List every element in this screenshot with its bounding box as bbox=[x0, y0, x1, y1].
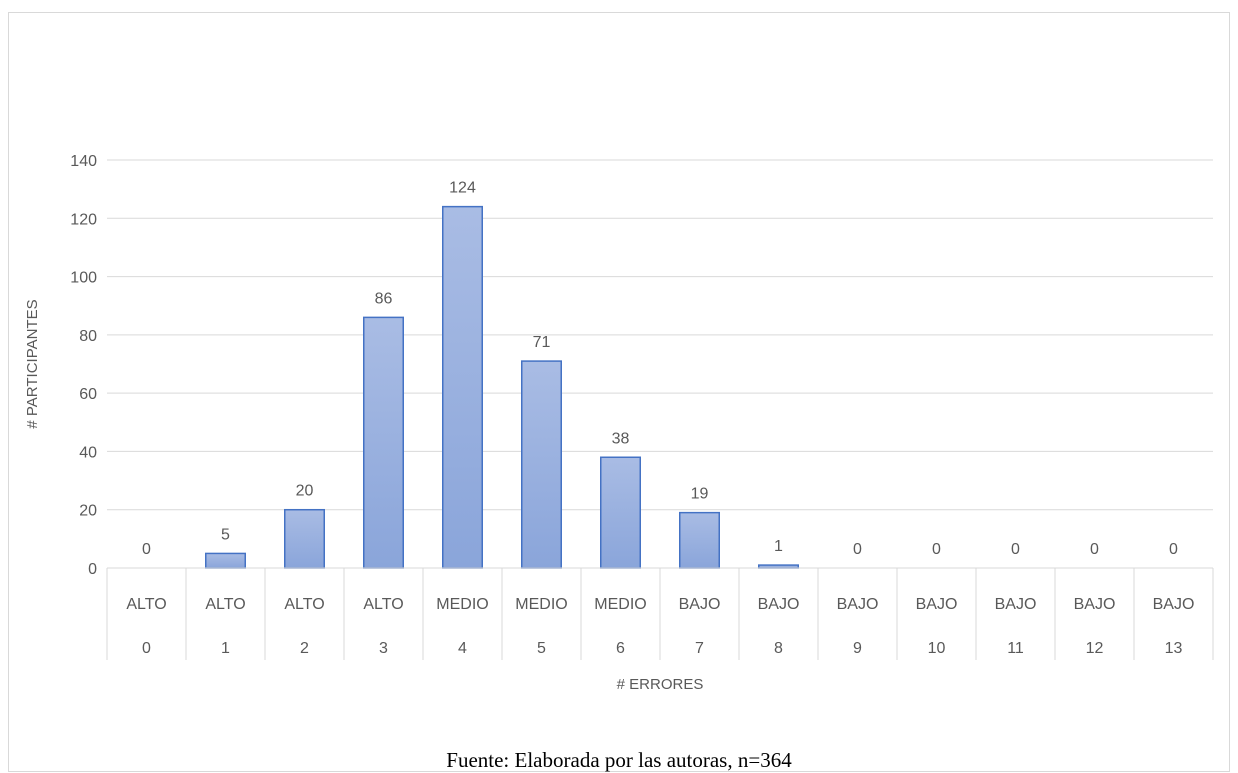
x-tick-label: 0 bbox=[142, 640, 151, 657]
x-tick-label: 10 bbox=[928, 640, 946, 657]
bar bbox=[284, 508, 325, 569]
x-tick-label: 12 bbox=[1086, 640, 1104, 657]
bar bbox=[600, 456, 641, 569]
gridlines bbox=[107, 159, 1213, 569]
x-tick-label: 3 bbox=[379, 640, 388, 657]
data-label: 0 bbox=[1011, 541, 1020, 558]
data-label: 0 bbox=[142, 541, 151, 558]
chart-frame bbox=[8, 12, 1230, 772]
data-label: 19 bbox=[691, 486, 709, 503]
x-level-label: ALTO bbox=[363, 596, 403, 613]
x-axis: ALTO 0 ALTO 1 ALTO 2 ALTO 3 MEDIO 4 MEDIO 5 MEDIO 6 BA… bbox=[106, 567, 1214, 660]
y-tick-label: 0 bbox=[88, 561, 97, 578]
x-level-label: MEDIO bbox=[515, 596, 567, 613]
data-label: 0 bbox=[1169, 541, 1178, 558]
x-level-label: BAJO bbox=[758, 596, 800, 613]
x-level-label: BAJO bbox=[916, 596, 958, 613]
x-tick-label: 4 bbox=[458, 640, 467, 657]
data-label: 20 bbox=[296, 483, 314, 500]
data-labels: 0 5 20 86 124 71 38 19 1 0 0 0 0 0 bbox=[142, 180, 1178, 558]
x-tick-label: 8 bbox=[774, 640, 783, 657]
x-level-label: BAJO bbox=[1153, 596, 1195, 613]
x-tick-label: 9 bbox=[853, 640, 862, 657]
data-label: 38 bbox=[612, 430, 630, 447]
y-tick-label: 140 bbox=[70, 153, 97, 170]
y-axis-title: # PARTICIPANTES bbox=[24, 299, 41, 428]
bar bbox=[205, 552, 246, 569]
x-level-label: BAJO bbox=[837, 596, 879, 613]
y-tick-label: 80 bbox=[79, 328, 97, 345]
x-level-label: BAJO bbox=[1074, 596, 1116, 613]
y-axis: 0 20 40 60 80 100 120 140 bbox=[70, 153, 97, 578]
x-level-label: ALTO bbox=[126, 596, 166, 613]
data-label: 124 bbox=[449, 180, 476, 197]
x-level-label: MEDIO bbox=[436, 596, 488, 613]
x-tick-label: 5 bbox=[537, 640, 546, 657]
bar bbox=[521, 360, 562, 569]
x-level-label: ALTO bbox=[284, 596, 324, 613]
bar bbox=[442, 205, 483, 569]
data-label: 5 bbox=[221, 526, 230, 543]
data-label: 0 bbox=[932, 541, 941, 558]
x-tick-label: 11 bbox=[1007, 640, 1024, 657]
x-level-label: ALTO bbox=[205, 596, 245, 613]
data-label: 0 bbox=[853, 541, 862, 558]
bars bbox=[205, 205, 799, 569]
bar bbox=[679, 511, 720, 569]
data-label: 71 bbox=[533, 334, 551, 351]
y-tick-label: 20 bbox=[79, 503, 97, 520]
source-note: Fuente: Elaborada por las autoras, n=364 bbox=[446, 748, 792, 772]
x-tick-label: 6 bbox=[616, 640, 625, 657]
y-tick-label: 40 bbox=[79, 444, 97, 461]
x-level-label: BAJO bbox=[679, 596, 721, 613]
x-tick-label: 7 bbox=[695, 640, 704, 657]
x-axis-title: # ERRORES bbox=[617, 676, 704, 693]
y-tick-label: 60 bbox=[79, 386, 97, 403]
y-tick-label: 100 bbox=[70, 270, 97, 287]
bar bbox=[363, 316, 404, 569]
x-level-label: BAJO bbox=[995, 596, 1037, 613]
y-tick-label: 120 bbox=[70, 211, 97, 228]
x-tick-label: 2 bbox=[300, 640, 309, 657]
data-label: 86 bbox=[375, 290, 393, 307]
data-label: 1 bbox=[774, 538, 783, 555]
data-label: 0 bbox=[1090, 541, 1099, 558]
x-level-label: MEDIO bbox=[594, 596, 646, 613]
x-tick-label: 13 bbox=[1165, 640, 1183, 657]
x-tick-label: 1 bbox=[221, 640, 230, 657]
